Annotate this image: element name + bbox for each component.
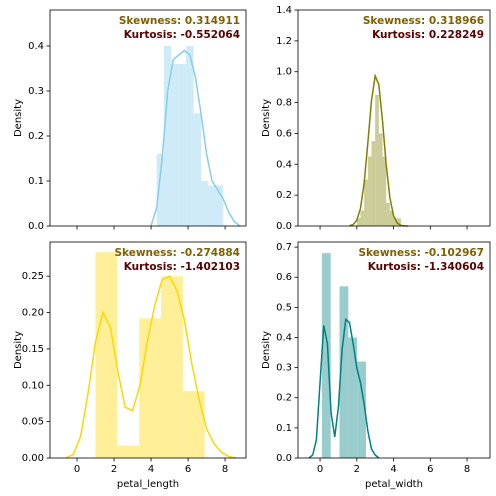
y-tick-label: 0.6 (276, 128, 292, 139)
histogram-bar (357, 361, 366, 458)
histogram-bar (156, 154, 165, 226)
annotation: Skewness: 0.314911 (119, 15, 240, 27)
x-tick-label: 4 (390, 464, 396, 475)
y-tick-label: 0.10 (22, 380, 44, 391)
histogram-bar (161, 276, 183, 458)
histogram-bar (397, 218, 401, 226)
histogram-bar (360, 210, 365, 226)
y-tick-label: 1.0 (276, 67, 292, 78)
x-tick-label: 0 (74, 464, 80, 475)
x-axis-label: petal_width (365, 479, 423, 490)
histogram-bar (371, 141, 376, 226)
histogram-bar (389, 210, 394, 226)
y-tick-label: 0.20 (22, 308, 44, 319)
y-axis-label: Density (13, 99, 24, 137)
histogram-bar (375, 94, 379, 226)
histogram-bar (339, 286, 349, 458)
histogram-bar (364, 179, 368, 226)
histogram-bar (178, 64, 187, 226)
kde-line (65, 275, 237, 459)
y-axis-label: Density (13, 331, 24, 369)
x-tick-label: 4 (148, 464, 154, 475)
y-tick-label: 0.2 (28, 131, 44, 142)
x-tick-label: 8 (464, 464, 470, 475)
kde-line (150, 49, 241, 227)
y-tick-label: 0.4 (276, 159, 292, 170)
histogram-bar (182, 391, 205, 458)
y-tick-label: 0.5 (276, 302, 292, 313)
histogram-bar (164, 46, 172, 226)
x-tick-label: 2 (354, 464, 360, 475)
y-tick-label: 0.4 (276, 332, 292, 343)
x-tick-label: 2 (111, 464, 117, 475)
annotation: Kurtosis: -1.402103 (124, 261, 240, 273)
histogram-bar (348, 337, 358, 458)
histogram-bar (386, 202, 390, 226)
y-tick-label: 0.0 (276, 221, 292, 232)
annotation: Kurtosis: 0.228249 (372, 29, 484, 41)
y-tick-label: 0.1 (28, 176, 44, 187)
histogram-bar (95, 252, 118, 458)
subplot: 0 2 4 6 8 0.00 0.05 0.10 0.15 0.20 0.25 Density peta… (13, 241, 247, 490)
histogram-bar (382, 156, 387, 226)
y-tick-label: 0.2 (276, 190, 292, 201)
y-tick-label: 0.00 (22, 453, 44, 464)
y-tick-label: 0.8 (276, 98, 292, 109)
histogram-bar (321, 253, 331, 458)
y-tick-label: 0.3 (28, 86, 44, 97)
annotation: Kurtosis: -0.552064 (124, 29, 240, 41)
histogram-bar (208, 185, 216, 226)
annotation: Skewness: 0.318966 (363, 15, 484, 27)
x-tick-label: 8 (222, 464, 228, 475)
axes-frame (49, 241, 247, 459)
axes-frame (297, 9, 491, 227)
y-tick-label: 0.4 (28, 41, 44, 52)
kde-line (308, 317, 380, 459)
x-tick-label: 0 (317, 464, 323, 475)
kde-line (349, 73, 409, 227)
subplot: 0.0 0.1 0.2 0.3 0.4 Density Skewness: 0.314911… (13, 9, 247, 232)
subplot: 0.0 0.2 0.4 0.6 0.8 1.0 1.2 1.4 Density Skewness:… (261, 5, 491, 232)
y-tick-label: 0.25 (22, 271, 44, 282)
histogram-bar (393, 218, 398, 226)
y-axis-label: Density (261, 331, 272, 369)
y-axis-label: Density (261, 99, 272, 137)
histogram-bar (356, 218, 361, 226)
y-tick-label: 1.4 (276, 5, 292, 16)
histogram-bar (215, 185, 224, 226)
y-tick-label: 0.0 (28, 221, 44, 232)
x-axis-label: petal_length (117, 479, 179, 490)
histogram-bar (367, 156, 372, 226)
axes-frame (49, 9, 247, 227)
y-tick-label: 0.15 (22, 344, 44, 355)
histogram-bar (139, 318, 162, 458)
annotation: Kurtosis: -1.340604 (368, 261, 484, 273)
y-tick-label: 1.2 (276, 36, 292, 47)
annotation: Skewness: -0.274884 (114, 247, 240, 259)
y-tick-label: 0.1 (276, 423, 292, 434)
y-tick-label: 0.3 (276, 363, 292, 374)
y-tick-label: 0.7 (276, 242, 292, 253)
histogram-bar (378, 133, 383, 226)
y-tick-label: 0.05 (22, 417, 44, 428)
x-tick-label: 6 (185, 464, 191, 475)
histogram-bar (186, 46, 194, 226)
histogram-bar (117, 445, 140, 458)
histogram-bar (201, 181, 209, 226)
histogram-bar (171, 64, 179, 226)
y-tick-label: 0.6 (276, 272, 292, 283)
y-tick-label: 0.2 (276, 393, 292, 404)
axes-frame (297, 241, 491, 459)
annotation: Skewness: -0.102967 (358, 247, 484, 259)
x-tick-label: 6 (427, 464, 433, 475)
y-tick-label: 0.0 (276, 453, 292, 464)
subplot: 0 2 4 6 8 0.0 0.1 0.2 0.3 0.4 0.5 0.6 0.7 Density peta… (261, 241, 491, 490)
histogram-bar (193, 113, 202, 226)
